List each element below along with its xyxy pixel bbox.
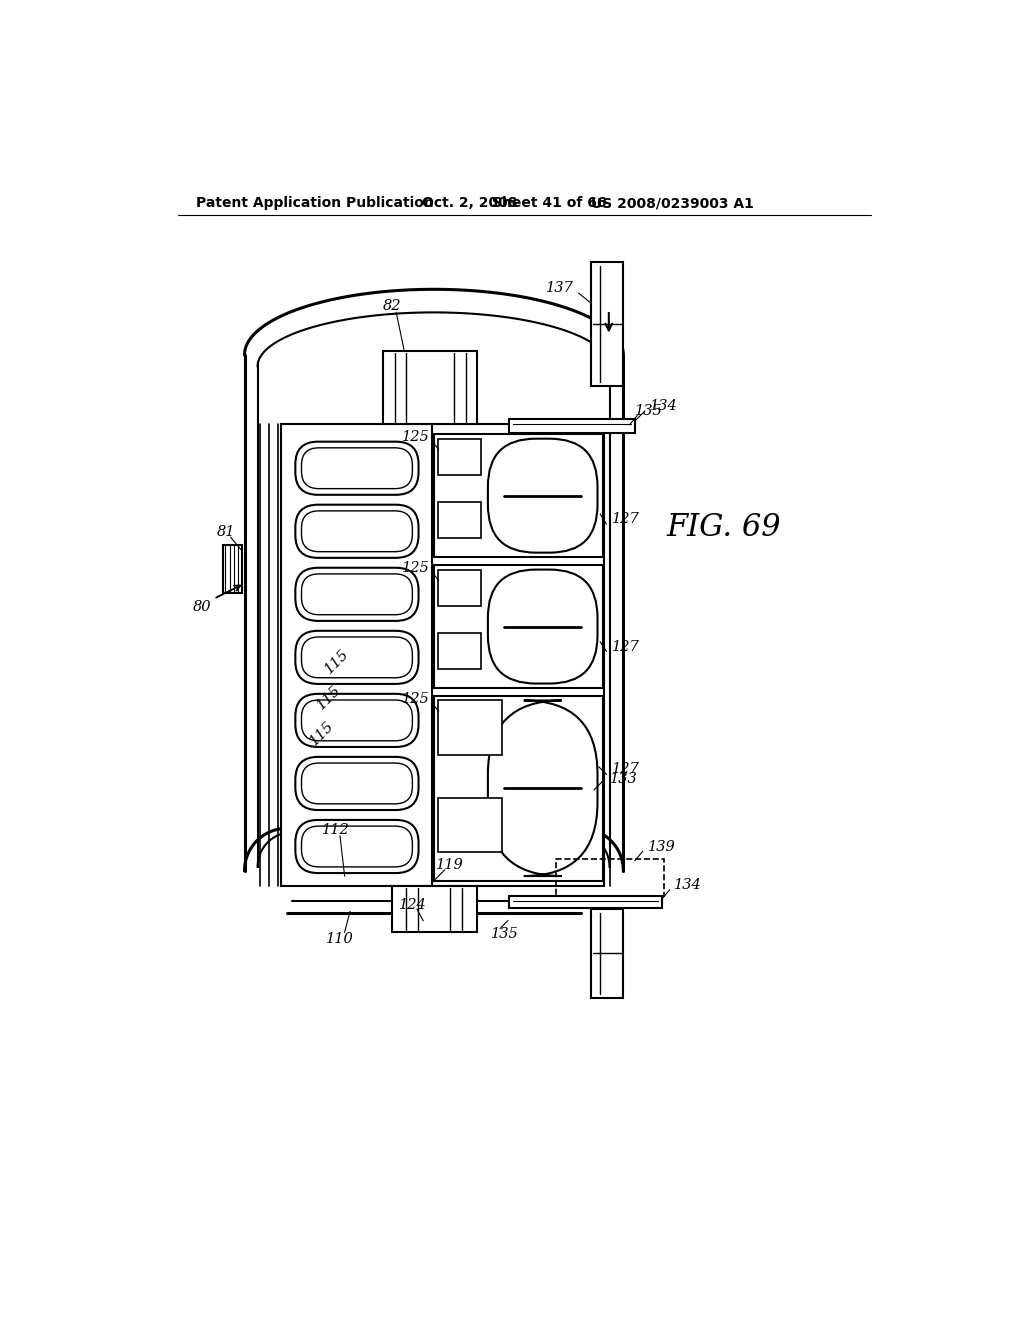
- Bar: [438, 438, 481, 475]
- Text: 137: 137: [547, 281, 574, 294]
- Bar: [591, 909, 624, 998]
- Text: 134: 134: [649, 400, 677, 413]
- FancyBboxPatch shape: [487, 701, 598, 876]
- FancyBboxPatch shape: [295, 756, 419, 810]
- FancyBboxPatch shape: [301, 700, 413, 741]
- FancyBboxPatch shape: [295, 504, 419, 558]
- FancyBboxPatch shape: [301, 826, 413, 867]
- FancyBboxPatch shape: [487, 570, 598, 684]
- Text: 134: 134: [674, 878, 701, 892]
- FancyBboxPatch shape: [295, 820, 419, 873]
- Text: 80: 80: [193, 599, 211, 614]
- FancyBboxPatch shape: [301, 574, 413, 615]
- Text: 119: 119: [436, 858, 464, 873]
- FancyBboxPatch shape: [301, 638, 413, 677]
- FancyBboxPatch shape: [295, 631, 419, 684]
- FancyBboxPatch shape: [301, 447, 413, 488]
- FancyBboxPatch shape: [295, 568, 419, 620]
- Bar: [383, 351, 477, 424]
- Text: 112: 112: [322, 822, 349, 837]
- Bar: [281, 424, 604, 886]
- Text: Patent Application Publication: Patent Application Publication: [196, 197, 434, 210]
- Text: 125: 125: [401, 561, 429, 576]
- FancyBboxPatch shape: [295, 442, 419, 495]
- Text: 127: 127: [611, 762, 640, 776]
- Text: Oct. 2, 2008: Oct. 2, 2008: [422, 197, 517, 210]
- Text: 139: 139: [648, 840, 676, 854]
- Bar: [434, 696, 602, 880]
- Text: 135: 135: [635, 404, 663, 418]
- Bar: [438, 701, 503, 755]
- Bar: [509, 418, 635, 433]
- Text: 81: 81: [217, 525, 236, 539]
- Text: Sheet 41 of 66: Sheet 41 of 66: [493, 197, 607, 210]
- Bar: [438, 502, 481, 539]
- Text: 115: 115: [307, 718, 336, 748]
- Text: US 2008/0239003 A1: US 2008/0239003 A1: [591, 197, 754, 210]
- Text: 115: 115: [323, 647, 351, 676]
- Text: 124: 124: [398, 899, 426, 912]
- FancyBboxPatch shape: [295, 694, 419, 747]
- Bar: [223, 545, 243, 594]
- Bar: [434, 434, 602, 557]
- Bar: [392, 886, 477, 932]
- Text: 125: 125: [401, 692, 429, 706]
- Bar: [438, 797, 503, 853]
- Bar: [591, 263, 624, 385]
- Text: 133: 133: [609, 772, 637, 785]
- Text: 135: 135: [490, 927, 518, 941]
- Text: 127: 127: [611, 512, 640, 525]
- Bar: [438, 632, 481, 669]
- Text: 127: 127: [611, 640, 640, 653]
- Text: 82: 82: [383, 300, 401, 313]
- Text: 125: 125: [401, 430, 429, 444]
- Text: 110: 110: [326, 932, 354, 946]
- Bar: [556, 859, 665, 896]
- Text: 115: 115: [314, 682, 344, 711]
- Bar: [434, 565, 602, 688]
- FancyBboxPatch shape: [301, 511, 413, 552]
- Bar: [509, 896, 662, 908]
- Bar: [438, 570, 481, 606]
- FancyBboxPatch shape: [301, 763, 413, 804]
- Text: FIG. 69: FIG. 69: [667, 512, 780, 544]
- FancyBboxPatch shape: [487, 438, 598, 553]
